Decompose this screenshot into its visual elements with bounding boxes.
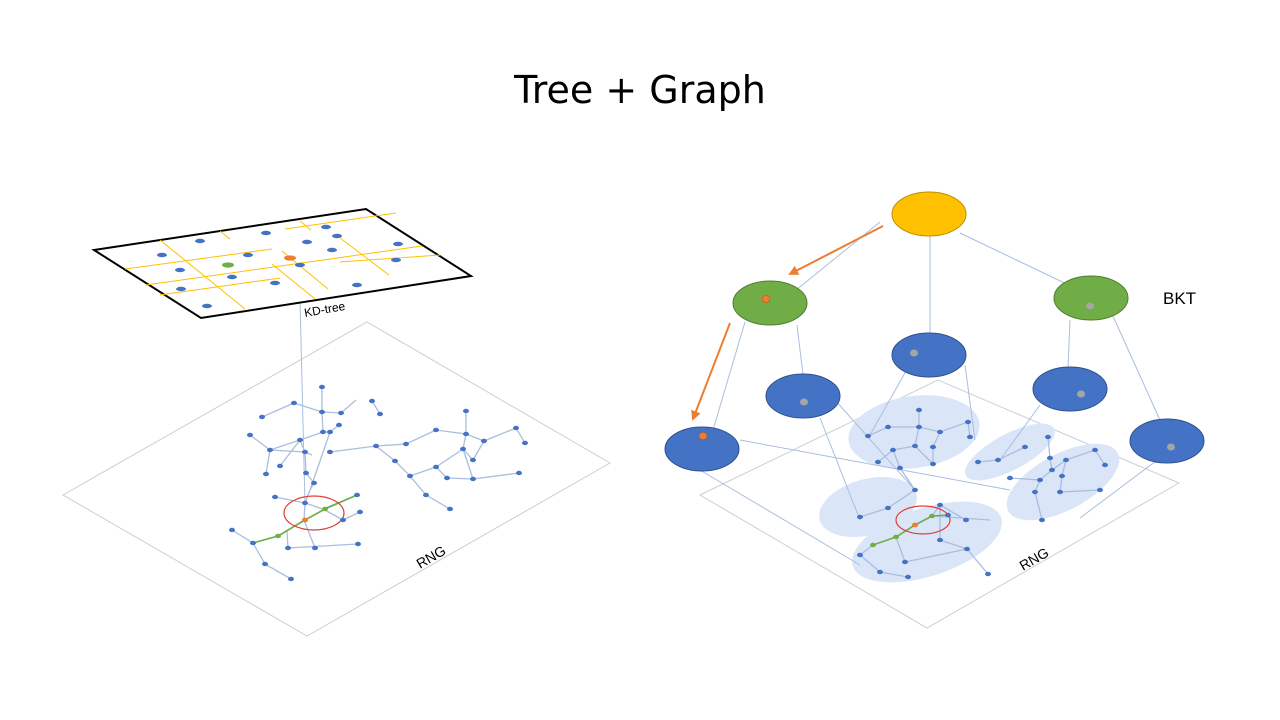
bkt-root-node (891, 191, 967, 237)
search-arrow-1 (788, 225, 884, 275)
search-arrows (691, 225, 884, 421)
rng-points-left (229, 384, 528, 582)
left-diagram: RNG (61, 207, 612, 637)
search-circle-left (283, 495, 345, 531)
kd-tree-query-point (284, 255, 296, 261)
right-diagram: RNG BKT (664, 191, 1205, 629)
rng-plane-left (61, 321, 612, 637)
rng-points-right (857, 407, 1108, 580)
path-points-left (275, 506, 328, 539)
bkt-leaf-node-1 (891, 332, 967, 378)
slide-title: Tree + Graph (514, 68, 766, 112)
bkt-nodes (664, 191, 1205, 472)
query-point-left (302, 517, 308, 523)
bkt-node-centers (698, 295, 1175, 451)
rng-clusters (819, 395, 1120, 583)
bkt-label: BKT (1163, 289, 1196, 308)
kd-tree-grid: KD-tree (91, 207, 474, 320)
rng-label-left: RNG (414, 542, 449, 571)
search-circle-right (895, 505, 951, 535)
kd-tree-internal-point (222, 262, 234, 268)
kd-tree-points (157, 224, 403, 309)
tree-to-graph-link (299, 299, 306, 506)
bkt-leaf-node-2 (765, 373, 841, 419)
bkt-leaf-node-4 (664, 426, 740, 472)
bkt-leaf-node-5 (1129, 418, 1205, 464)
query-point-right (912, 522, 918, 528)
search-arrow-2 (691, 322, 731, 421)
bkt-edges (699, 221, 1161, 566)
bkt-leaf-node-3 (1032, 366, 1108, 412)
bkt-internal-node-right (1053, 275, 1129, 321)
rng-label-right: RNG (1017, 544, 1052, 573)
bkt-internal-node-left (732, 280, 808, 326)
path-points-right (870, 513, 935, 548)
